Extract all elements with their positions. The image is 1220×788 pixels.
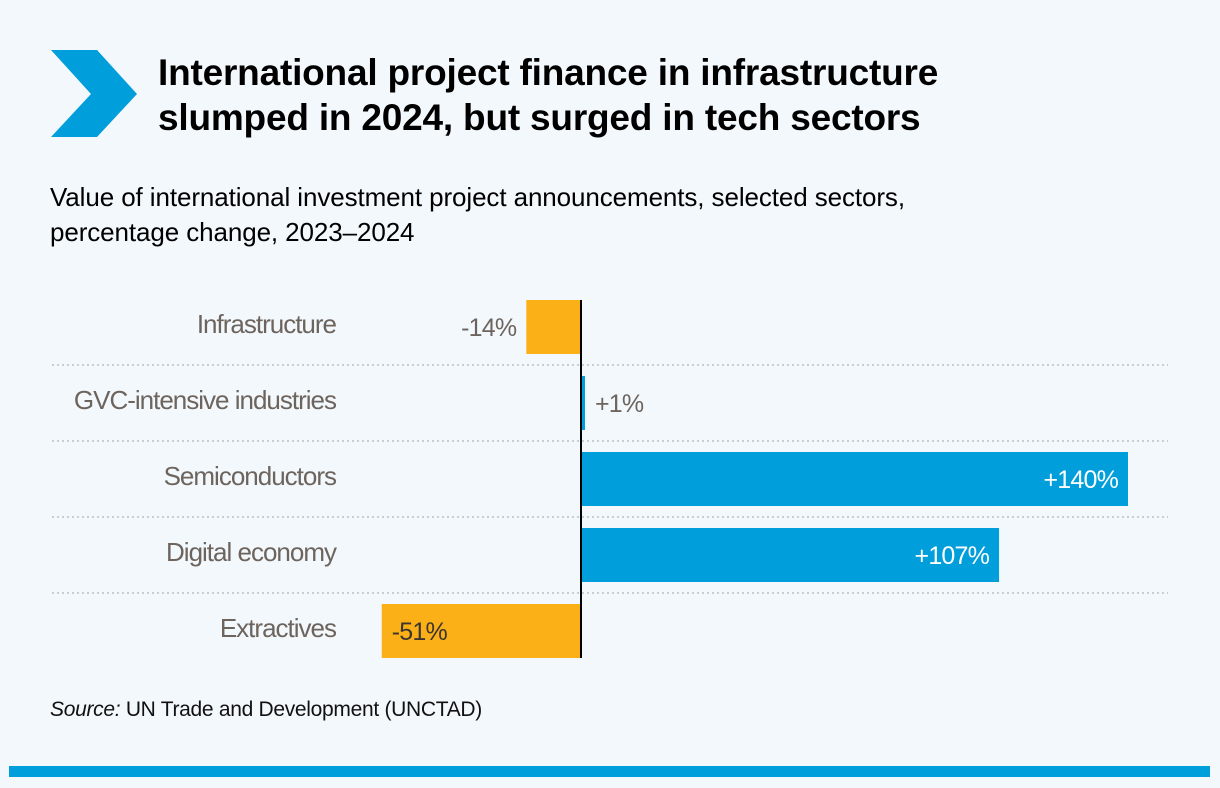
category-label: GVC-intensive industries: [74, 385, 337, 415]
source-text: UN Trade and Development (UNCTAD): [120, 698, 482, 721]
value-label: -51%: [392, 618, 448, 646]
value-label: +107%: [915, 542, 990, 570]
category-label: Digital economy: [166, 537, 337, 567]
category-label: Semiconductors: [164, 461, 337, 491]
subtitle-line-1: Value of international investment projec…: [50, 182, 905, 212]
chart-title: International project finance in infrast…: [158, 50, 1198, 140]
footer-accent-bar: [9, 766, 1210, 777]
category-label: Extractives: [220, 613, 337, 643]
value-label: -14%: [461, 314, 517, 342]
row-separators: [52, 364, 1168, 594]
bars: [381, 300, 1128, 658]
category-labels: Infrastructure GVC-intensive industries Se…: [74, 309, 338, 643]
bar-digital-economy: [581, 528, 1000, 582]
chevron-right-icon: [51, 50, 137, 137]
category-label: Infrastructure: [197, 309, 337, 339]
title-line-1: International project finance in infrast…: [158, 52, 939, 93]
source-prefix: Source:: [50, 698, 121, 721]
bar-infrastructure: [526, 300, 581, 354]
value-label: +1%: [595, 390, 644, 418]
value-labels: -14% +1% +140% +107% -51%: [392, 314, 1120, 646]
bar-gvc-intensive-industries: [581, 376, 585, 430]
bar-semiconductors: [581, 452, 1128, 506]
title-line-2: slumped in 2024, but surged in tech sect…: [158, 97, 921, 138]
subtitle-line-2: percentage change, 2023–2024: [50, 217, 415, 247]
chart-subtitle: Value of international investment projec…: [50, 180, 1200, 250]
bar-extractives: [381, 604, 581, 658]
source-note: Source: UN Trade and Development (UNCTAD…: [50, 698, 482, 722]
value-label: +140%: [1043, 466, 1118, 494]
